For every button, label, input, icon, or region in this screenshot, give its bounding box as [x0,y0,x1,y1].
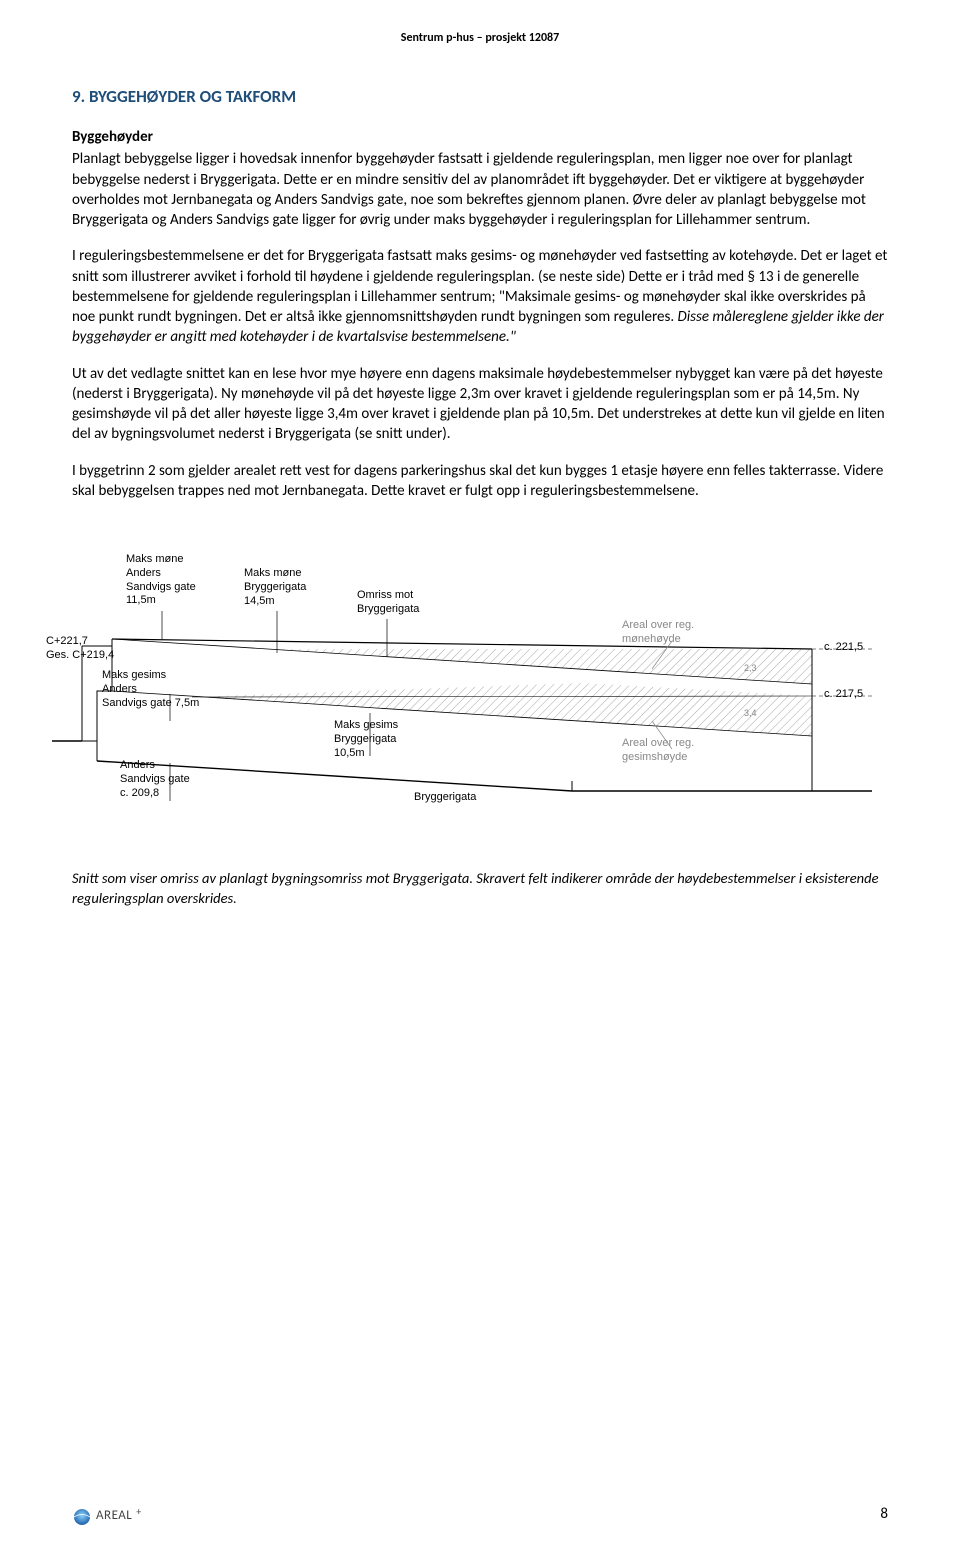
paragraph-4: I byggetrinn 2 som gjelder arealet rett … [72,461,888,502]
logo-plus: + [136,1505,141,1519]
figure-caption: Snitt som viser omriss av planlagt bygni… [72,869,888,908]
diagram-label: c. 217,5 [824,688,863,702]
diagram-label: Maks møneBryggerigata14,5m [244,567,306,608]
diagram-label: Maks gesimsAndersSandvigs gate 7,5m [102,669,199,710]
diagram-label: Areal over reg.gesimshøyde [622,737,694,765]
doc-header: Sentrum p-hus – prosjekt 12087 [72,30,888,46]
diagram-label: Areal over reg.mønehøyde [622,619,694,647]
subheading: Byggehøyder [72,127,888,147]
paragraph-2: I reguleringsbestemmelsene er det for Br… [72,246,888,347]
paragraph-3: Ut av det vedlagte snittet kan en lese h… [72,364,888,445]
logo-text: AREAL [96,1507,132,1525]
paragraph-1: Planlagt bebyggelse ligger i hovedsak in… [72,149,888,230]
diagram-label: C+221,7 [46,635,88,649]
svg-text:3,4: 3,4 [744,708,757,718]
section-heading: 9. BYGGEHØYDER OG TAKFORM [72,86,888,109]
diagram-label: c. 221,5 [824,641,863,655]
company-logo: AREAL + [72,1506,141,1526]
section-diagram: 3,4 2,3 Maks møneAndersSandvigs gate11,5m… [52,541,872,841]
diagram-label: Maks gesimsBryggerigata10,5m [334,719,398,760]
diagram-label: Maks møneAndersSandvigs gate11,5m [126,553,196,608]
diagram-label: Bryggerigata [414,791,476,805]
page-number: 8 [880,1504,888,1524]
svg-text:2,3: 2,3 [744,663,757,673]
globe-icon [72,1506,92,1526]
diagram-label: AndersSandvigs gatec. 209,8 [120,759,190,800]
diagram-label: Ges. C+219,4 [46,649,114,663]
diagram-label: Omriss motBryggerigata [357,589,419,617]
